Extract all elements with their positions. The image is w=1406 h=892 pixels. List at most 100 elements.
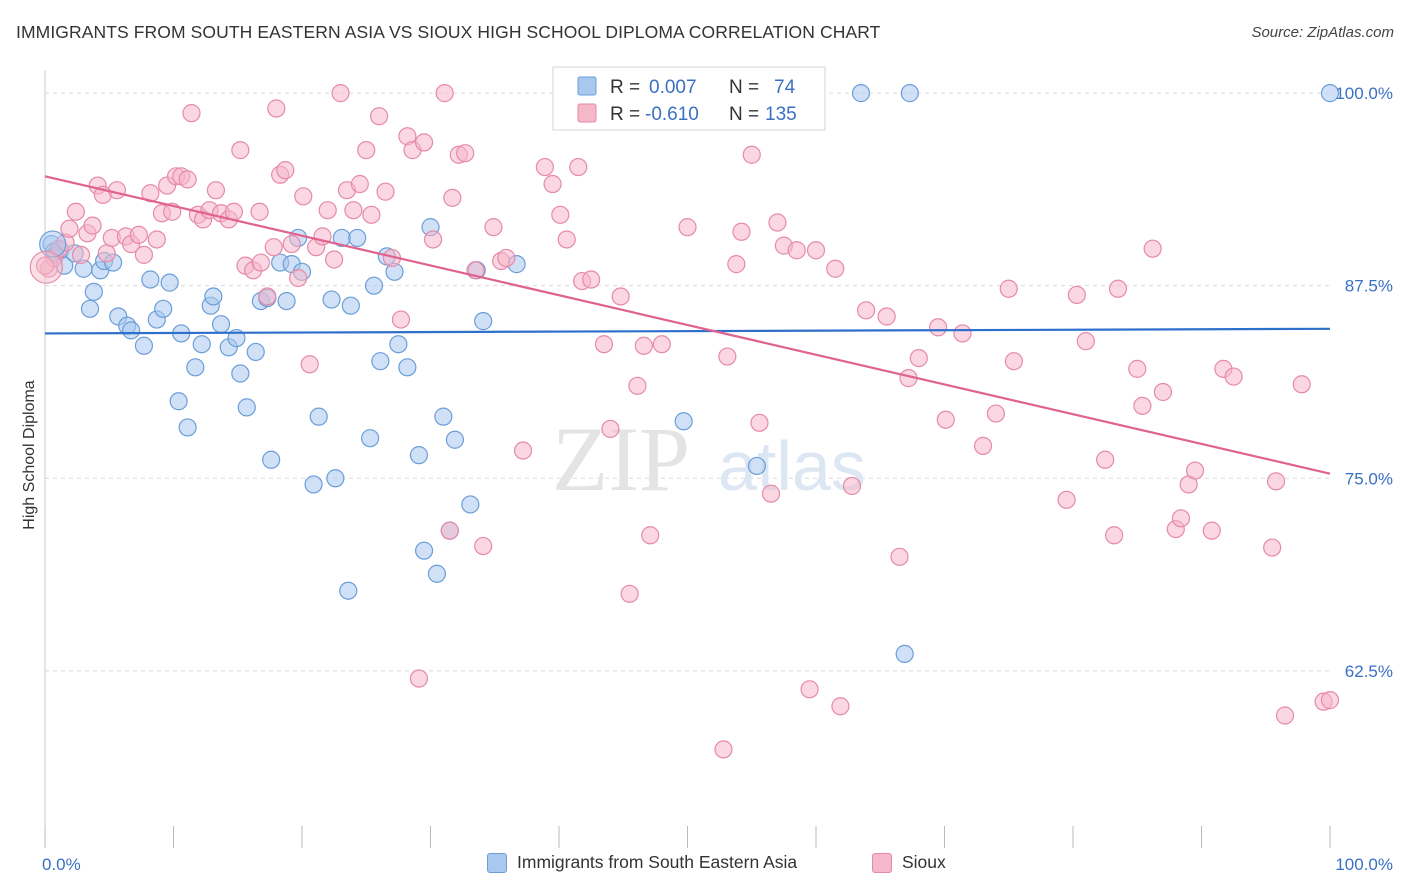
data-point-blue bbox=[371, 352, 390, 371]
data-point-pink bbox=[582, 270, 601, 289]
legend-label-sioux: Sioux bbox=[902, 852, 946, 872]
legend-r-value-1: 0.007 bbox=[649, 77, 697, 98]
data-point-pink bbox=[1128, 359, 1147, 378]
x-tick-label-max: 100.0% bbox=[1335, 855, 1393, 874]
trend-line-blue bbox=[44, 327, 1331, 335]
cluster-point-pink bbox=[29, 250, 63, 284]
data-point-pink bbox=[1292, 375, 1311, 394]
data-point-pink bbox=[289, 268, 308, 288]
data-point-pink bbox=[350, 174, 369, 194]
points-layer bbox=[29, 84, 1340, 759]
data-point-pink bbox=[890, 547, 909, 566]
data-point-pink bbox=[435, 84, 454, 103]
data-point-pink bbox=[1004, 352, 1023, 371]
legend-swatch-immigrants bbox=[487, 852, 507, 873]
data-point-pink bbox=[440, 521, 459, 540]
data-point-pink bbox=[1202, 521, 1221, 540]
data-point-blue bbox=[84, 282, 103, 301]
legend-swatch-blue bbox=[577, 76, 597, 96]
data-point-blue bbox=[361, 429, 380, 448]
watermark-zip: ZIP bbox=[552, 408, 690, 510]
data-point-pink bbox=[1076, 332, 1095, 351]
data-point-pink bbox=[362, 205, 381, 224]
data-point-pink bbox=[1185, 461, 1205, 480]
data-point-pink bbox=[182, 104, 201, 123]
data-point-pink bbox=[423, 230, 443, 249]
data-point-pink bbox=[634, 336, 653, 355]
data-point-pink bbox=[732, 222, 751, 241]
data-point-blue bbox=[1320, 84, 1340, 103]
data-point-pink bbox=[1224, 367, 1243, 386]
data-point-blue bbox=[322, 290, 341, 309]
data-point-pink bbox=[1320, 691, 1340, 710]
legend-item-sioux[interactable]: Sioux bbox=[872, 852, 946, 873]
data-point-pink bbox=[409, 669, 429, 688]
watermark-atlas: atlas bbox=[718, 427, 866, 505]
data-point-blue bbox=[237, 398, 256, 417]
axis-layer bbox=[44, 70, 1331, 848]
data-point-pink bbox=[806, 241, 826, 260]
data-point-pink bbox=[953, 324, 972, 343]
data-point-blue bbox=[409, 446, 429, 465]
data-point-blue bbox=[364, 276, 384, 295]
data-point-pink bbox=[513, 441, 533, 460]
data-point-pink bbox=[620, 584, 639, 603]
data-point-blue bbox=[895, 644, 914, 663]
data-point-blue bbox=[674, 412, 693, 431]
data-point-pink bbox=[1266, 472, 1286, 491]
trend-layer bbox=[44, 175, 1331, 475]
data-point-pink bbox=[497, 248, 516, 268]
data-point-pink bbox=[474, 536, 493, 556]
data-point-pink bbox=[601, 419, 620, 439]
data-point-pink bbox=[129, 225, 148, 244]
data-point-blue bbox=[154, 299, 173, 318]
data-point-pink bbox=[652, 335, 671, 354]
data-point-pink bbox=[35, 256, 55, 275]
data-point-pink bbox=[936, 410, 955, 429]
data-point-blue bbox=[231, 364, 250, 383]
data-point-pink bbox=[344, 201, 363, 220]
legend-item-immigrants[interactable]: Immigrants from South Eastern Asia bbox=[487, 852, 797, 873]
data-point-pink bbox=[250, 202, 269, 221]
data-point-pink bbox=[569, 157, 588, 177]
data-point-pink bbox=[543, 174, 562, 194]
data-point-blue bbox=[414, 541, 434, 560]
data-point-blue bbox=[246, 342, 265, 362]
legend-r-label-1: R = bbox=[610, 77, 640, 98]
data-point-pink bbox=[1153, 382, 1173, 402]
data-point-pink bbox=[134, 245, 154, 264]
data-point-pink bbox=[60, 219, 79, 238]
data-point-pink bbox=[300, 355, 319, 374]
y-tick-label: 62.5% bbox=[1345, 662, 1393, 681]
data-point-pink bbox=[727, 255, 746, 274]
data-point-pink bbox=[986, 404, 1006, 423]
data-point-blue bbox=[141, 270, 160, 289]
data-point-blue bbox=[304, 475, 323, 494]
data-point-blue bbox=[80, 299, 100, 318]
data-point-pink bbox=[1105, 526, 1124, 545]
data-point-pink bbox=[718, 347, 737, 366]
data-point-pink bbox=[282, 234, 301, 254]
legend-r-value-2: -0.610 bbox=[645, 104, 699, 125]
data-point-pink bbox=[456, 144, 475, 163]
data-point-pink bbox=[1067, 285, 1086, 305]
data-point-pink bbox=[206, 181, 226, 200]
data-point-pink bbox=[1263, 538, 1282, 557]
legend-swatch-sioux bbox=[872, 852, 892, 873]
data-point-pink bbox=[973, 436, 993, 456]
data-point-pink bbox=[178, 170, 197, 189]
data-point-pink bbox=[264, 238, 283, 257]
legend-n-label-1: N = bbox=[729, 77, 759, 98]
data-point-pink bbox=[999, 279, 1018, 298]
data-point-pink bbox=[1133, 396, 1152, 415]
data-point-blue bbox=[211, 315, 231, 334]
data-point-blue bbox=[326, 469, 345, 488]
data-point-pink bbox=[928, 318, 948, 337]
data-point-pink bbox=[107, 181, 127, 200]
legend-n-value-1: 74 bbox=[774, 77, 796, 98]
data-point-blue bbox=[445, 430, 465, 449]
chart-source: Source: ZipAtlas.com bbox=[1251, 24, 1394, 41]
y-tick-label: 75.0% bbox=[1345, 469, 1393, 488]
data-point-pink bbox=[147, 230, 166, 249]
